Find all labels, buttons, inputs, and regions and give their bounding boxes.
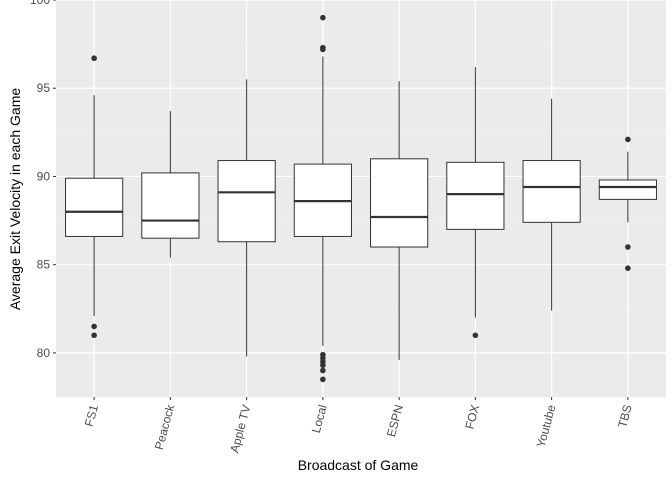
box-fox	[446, 67, 505, 339]
outlier-point	[91, 332, 97, 339]
y-axis: 80 85 90 95 100	[30, 0, 56, 360]
iqr-box	[65, 177, 124, 237]
x-tick-label: Youtube	[534, 403, 559, 449]
x-tick-label: Peacock	[152, 402, 178, 451]
box-local	[293, 14, 352, 383]
outlier-point	[625, 244, 631, 250]
box-group	[65, 14, 657, 383]
iqr-box	[446, 161, 505, 230]
x-tick-label: Apple TV	[227, 403, 253, 454]
outlier-point	[320, 14, 326, 21]
x-tick-label: FOX	[462, 403, 482, 430]
box-espn	[370, 81, 429, 360]
outlier-point	[320, 376, 326, 383]
x-tick-label: Local	[309, 403, 330, 434]
y-tick-label: 100	[30, 0, 50, 7]
box-tbs	[598, 136, 657, 271]
iqr-box	[141, 172, 200, 239]
iqr-box	[370, 158, 429, 248]
box-youtube	[522, 98, 581, 311]
y-axis-title: Average Exit Velocity in each Game	[7, 88, 23, 311]
y-tick-label: 90	[37, 169, 51, 183]
y-tick-label: 85	[37, 258, 51, 272]
x-axis-title: Broadcast of Game	[298, 457, 419, 473]
outlier-point	[320, 367, 326, 374]
iqr-box	[217, 160, 276, 243]
box-apple-tv	[217, 79, 276, 357]
box-fs1	[65, 55, 124, 339]
outlier-point	[625, 136, 631, 143]
x-tick-label: ESPN	[384, 403, 406, 438]
outlier-point	[320, 362, 326, 369]
outlier-point	[472, 332, 479, 339]
outlier-point	[625, 265, 631, 271]
x-tick-label: TBS	[615, 403, 635, 429]
outlier-point	[91, 55, 97, 62]
box-peacock	[141, 111, 200, 258]
iqr-box	[522, 160, 581, 223]
iqr-box	[598, 179, 657, 200]
outlier-point	[320, 46, 326, 53]
y-tick-label: 95	[37, 81, 51, 95]
outlier-point	[91, 323, 97, 330]
y-tick-label: 80	[37, 346, 51, 360]
x-tick-label: FS1	[82, 403, 101, 428]
x-axis: FS1 Peacock Apple TV Local ESPN FOX Youtube TBS	[82, 397, 635, 454]
